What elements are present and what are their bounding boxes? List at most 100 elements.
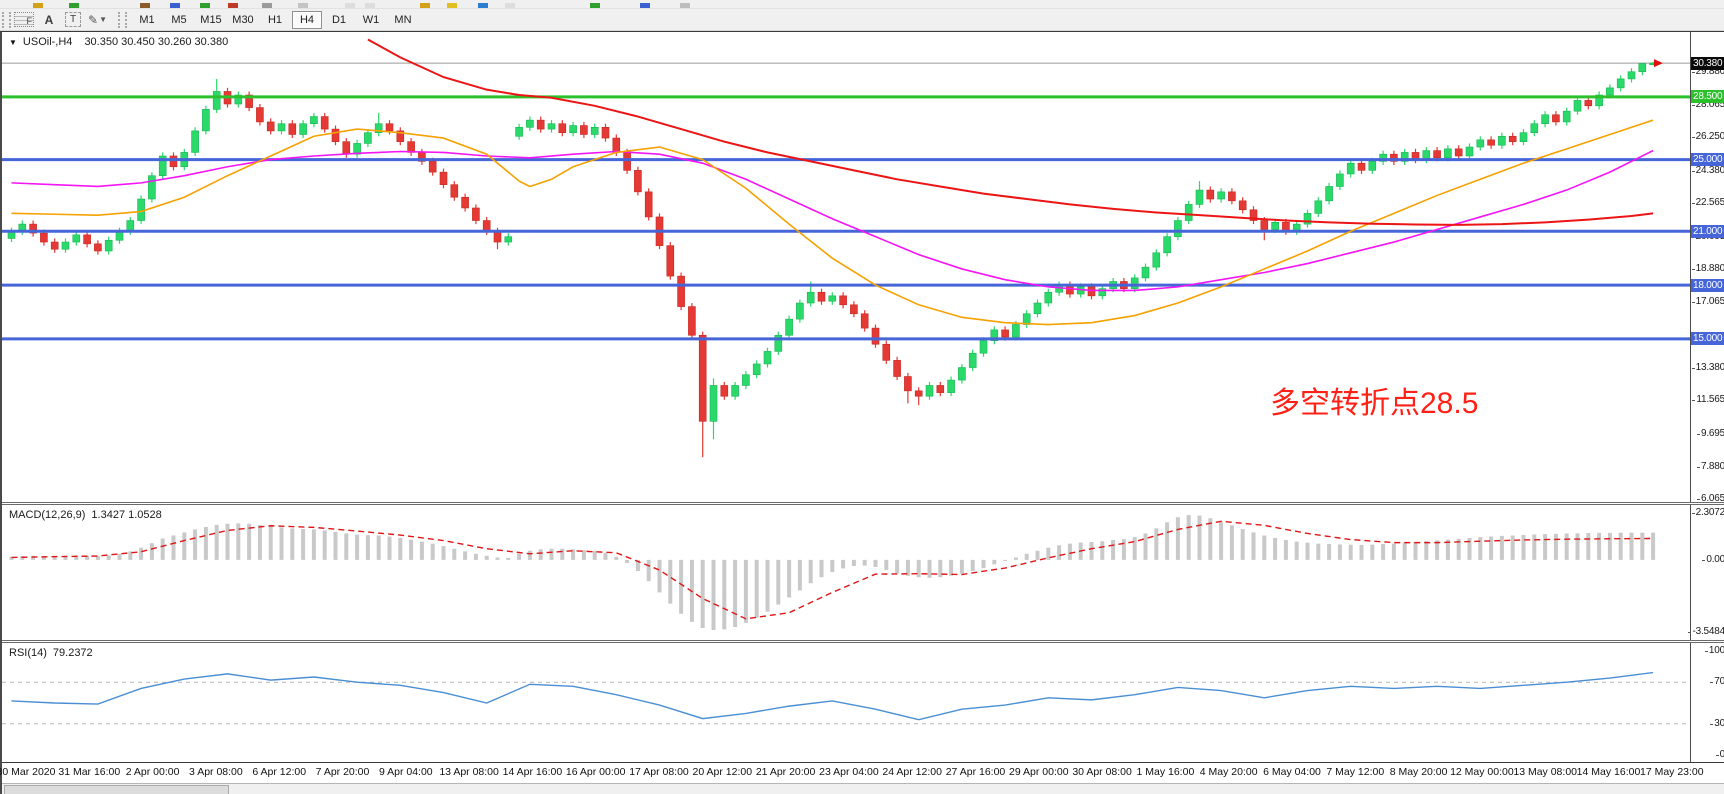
candlestick [644,191,653,218]
candlestick [925,385,934,397]
candlestick [666,245,675,277]
fibonacci-tool-button[interactable]: F [13,10,35,29]
timeframe-button-d1[interactable]: D1 [331,13,347,26]
candlestick [1217,191,1225,200]
candlestick [839,295,847,306]
price-tick-label: 6.065 [1696,493,1724,505]
candlestick [364,132,372,144]
price-tick-label: 18.880 [1691,263,1724,275]
rsi-chart[interactable] [2,643,1690,762]
horizontal-scrollbar[interactable] [2,783,1724,794]
price-tick-label: 28.065 [1691,98,1724,110]
timeframe-button-m1[interactable]: M1 [139,13,155,26]
rsi-pane[interactable]: RSI(14) 79.2372 100 70 30 0 [2,643,1724,762]
collapse-caret-icon[interactable]: ▼ [9,37,17,47]
price-level-tag: 21.000 [1691,224,1724,238]
timeframe-button-h1[interactable]: H1 [267,13,283,26]
candlestick [1368,161,1377,171]
text-tool-button[interactable]: A [39,10,59,29]
candlestick [1552,114,1560,123]
text-label-icon: T [65,12,81,27]
time-axis-label: 27 Apr 16:00 [945,766,1006,778]
candlestick [871,327,880,345]
candlestick [137,198,145,221]
toolbar-icon-fragment [680,3,690,8]
macd-label: MACD(12,26,9) 1.3427 1.0528 [9,509,162,521]
candlestick [796,302,804,320]
last-price-arrow-icon [1654,59,1663,68]
scrollbar-thumb[interactable] [4,785,229,794]
time-axis[interactable]: 30 Mar 2020 31 Mar 16:00 2 Apr 00:00 3 Apr … [0,762,1724,783]
timeframe-button-h4[interactable]: H4 [291,10,322,29]
candlestick [1541,114,1549,125]
pane-splitter[interactable] [2,502,1724,505]
toolbar-drag-handle[interactable] [2,11,11,28]
candlestick [50,241,59,250]
price-tick-label: 11.565 [1692,394,1724,406]
timeframe-button-mn[interactable]: MN [394,13,412,26]
candlestick [882,343,891,361]
candlestick [461,196,469,209]
macd-chart[interactable] [2,505,1690,640]
candlestick [763,351,772,365]
candlestick [1303,213,1312,225]
candlestick [299,123,307,135]
candlestick [1444,148,1452,159]
arrows-tool-button[interactable]: ✎ ▼ [87,10,108,29]
toolbar-icon-fragment [140,3,150,8]
candlestick [720,385,729,397]
time-axis-label: 31 Mar 16:00 [58,766,121,778]
macd-pane[interactable]: MACD(12,26,9) 1.3427 1.0528 2.3072 0.00 -3.… [2,505,1724,640]
candlestick [936,385,945,393]
candlestick [580,125,588,135]
candlestick [958,367,966,381]
candlestick [504,236,513,243]
candlestick [590,127,599,135]
candlestick [126,220,135,232]
candlestick [310,116,318,125]
candlestick [1087,286,1096,297]
chart-title[interactable]: ▼ USOil-,H4 30.350 30.450 30.260 30.380 [9,36,228,48]
candlestick [1238,200,1247,211]
candlestick [806,291,815,304]
candlestick [1508,135,1517,142]
macd-axis-label: 2.3072 [1691,507,1724,518]
candlestick [850,304,858,315]
price-tick-label: 24.380 [1691,164,1724,176]
candlestick [29,223,37,234]
timeframe-button-m15[interactable]: M15 [200,13,222,26]
time-axis-label: 1 May 16:00 [1136,766,1195,778]
timeframe-button-m5[interactable]: M5 [171,13,187,26]
candlestick [396,130,405,142]
time-axis-label: 17 Apr 08:00 [629,766,689,778]
price-axis[interactable]: 29.88028.06526.25024.38022.56520.69518.8… [1691,32,1724,505]
toolbar-drag-handle[interactable] [117,11,127,28]
time-axis-label: 13 Apr 08:00 [439,766,499,778]
candlestick [1098,288,1107,297]
candlestick [493,230,502,243]
text-label-tool-button[interactable]: T [63,10,83,29]
pane-splitter[interactable] [2,640,1724,643]
price-pane[interactable]: ▼ USOil-,H4 30.350 30.450 30.260 30.380 … [2,32,1724,505]
candlestick [212,91,221,110]
candlestick-chart[interactable] [2,32,1690,502]
candlestick [1001,329,1009,338]
timeframe-button-m30[interactable]: M30 [232,13,254,26]
toolbar-icon-fragment [640,3,650,8]
candlestick [1195,189,1204,205]
candlestick [623,152,631,171]
timeframe-button-w1[interactable]: W1 [362,13,380,26]
candlestick [1498,135,1506,146]
candlestick [191,130,199,153]
candlestick [450,184,459,198]
candlestick [860,313,869,329]
candlestick [1638,63,1647,73]
price-axis-divider [1690,32,1691,502]
candlestick [1152,252,1161,268]
candlestick [1206,189,1215,200]
candlestick [1130,277,1139,289]
candlestick [569,125,577,133]
candlestick [1033,302,1042,315]
macd-axis[interactable]: 2.3072 0.00 -3.5484 [1688,505,1724,640]
rsi-axis[interactable]: 100 70 30 0 [1691,643,1724,762]
